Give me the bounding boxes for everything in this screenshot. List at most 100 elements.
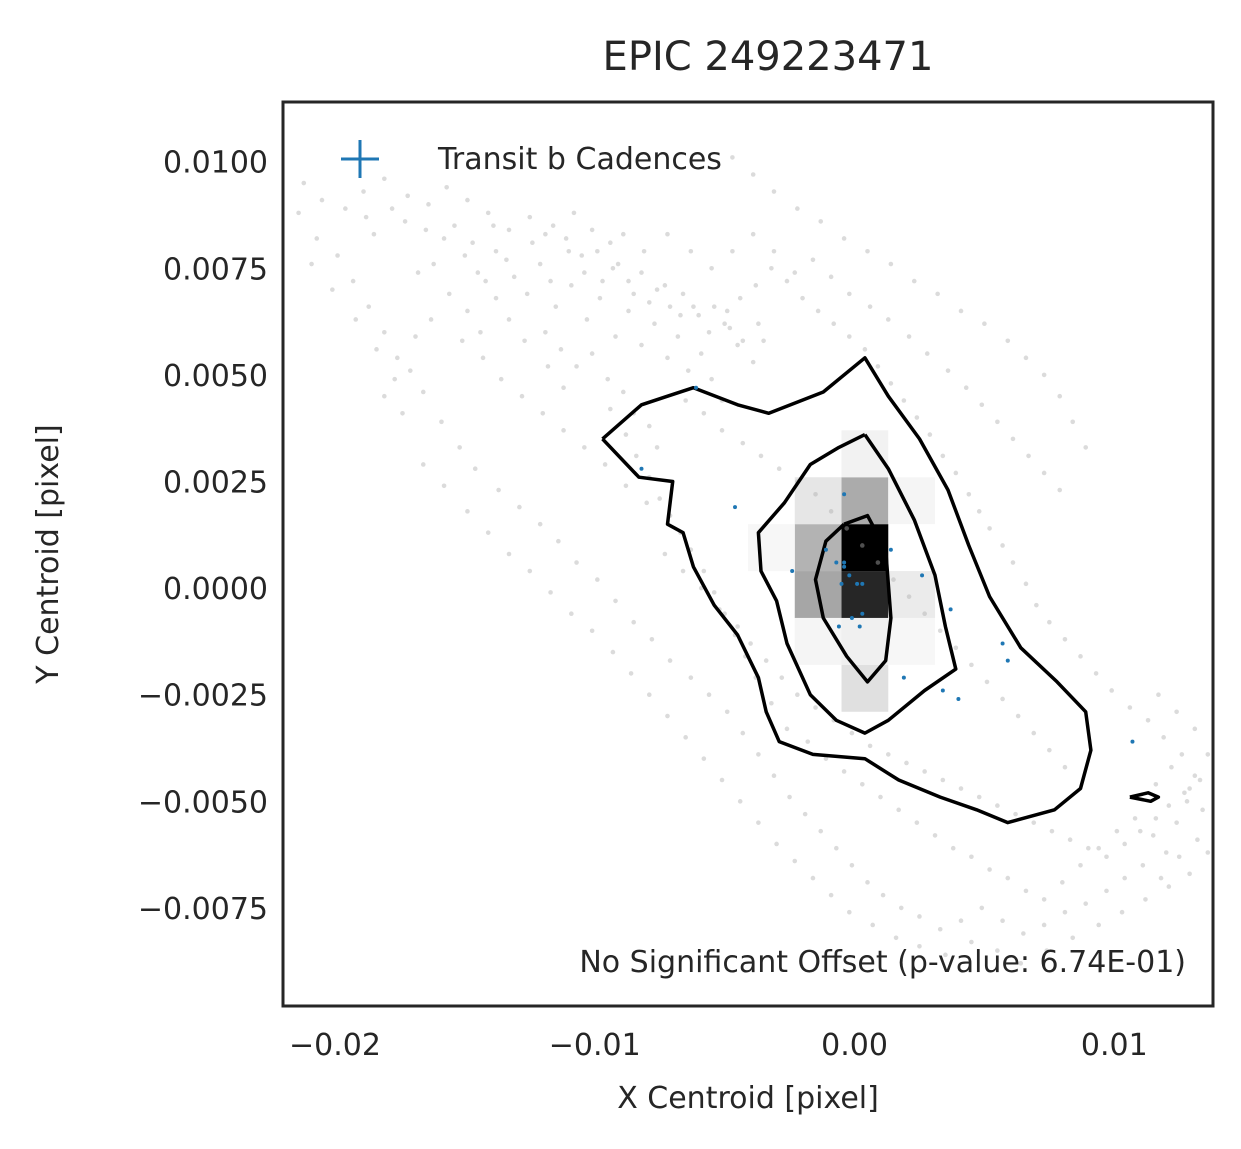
background-point bbox=[566, 248, 572, 254]
background-point bbox=[633, 453, 639, 459]
transit-point bbox=[849, 615, 854, 620]
background-point bbox=[937, 628, 943, 634]
background-point bbox=[579, 253, 585, 258]
background-point bbox=[462, 253, 468, 258]
background-point bbox=[680, 568, 686, 574]
density-contours bbox=[601, 356, 1161, 825]
background-point bbox=[737, 799, 743, 804]
background-point bbox=[1174, 709, 1179, 715]
background-point bbox=[506, 317, 512, 322]
background-point bbox=[1070, 419, 1076, 425]
background-point bbox=[678, 312, 683, 318]
background-point bbox=[888, 381, 894, 386]
background-point bbox=[878, 794, 883, 800]
plot-area bbox=[296, 155, 1211, 966]
background-point bbox=[1013, 811, 1018, 817]
background-point bbox=[893, 935, 899, 941]
background-point bbox=[737, 295, 743, 301]
background-point bbox=[1041, 470, 1047, 476]
background-point bbox=[600, 278, 605, 284]
background-point bbox=[1023, 355, 1029, 361]
background-point bbox=[644, 500, 649, 506]
background-point bbox=[657, 496, 662, 501]
background-point bbox=[485, 530, 491, 535]
background-point bbox=[724, 709, 730, 715]
background-point bbox=[366, 304, 372, 309]
background-point bbox=[901, 398, 907, 403]
background-point bbox=[465, 308, 470, 314]
background-point bbox=[374, 347, 379, 352]
background-point bbox=[441, 483, 447, 489]
background-point bbox=[722, 321, 727, 327]
background-point bbox=[771, 189, 777, 194]
background-point bbox=[639, 270, 644, 275]
background-point bbox=[784, 726, 790, 732]
background-point bbox=[841, 236, 847, 241]
background-point bbox=[623, 432, 629, 437]
background-point bbox=[506, 227, 512, 233]
background-point bbox=[595, 577, 600, 582]
background-point bbox=[735, 624, 740, 629]
background-point bbox=[654, 445, 660, 450]
background-point bbox=[810, 257, 816, 263]
transit-point bbox=[1005, 658, 1010, 663]
y-tick-label: 0.0075 bbox=[163, 252, 268, 287]
transit-point bbox=[1000, 641, 1005, 646]
transit-point bbox=[842, 492, 847, 497]
background-point bbox=[1057, 393, 1063, 399]
background-point bbox=[870, 922, 875, 928]
contour-line-0 bbox=[601, 356, 1093, 825]
background-point bbox=[330, 287, 335, 292]
background-point bbox=[1049, 828, 1055, 834]
y-tick-label: 0.0100 bbox=[163, 146, 268, 181]
background-point bbox=[1192, 773, 1198, 779]
background-point bbox=[426, 202, 431, 207]
background-point bbox=[584, 317, 590, 322]
background-point bbox=[1143, 897, 1148, 902]
background-point bbox=[847, 334, 852, 339]
background-point bbox=[491, 223, 496, 228]
background-point bbox=[301, 180, 307, 186]
background-point bbox=[995, 419, 1000, 425]
background-point bbox=[1000, 696, 1005, 702]
background-point bbox=[537, 261, 543, 267]
background-point bbox=[465, 197, 470, 203]
transit-point bbox=[857, 624, 862, 629]
background-point bbox=[537, 521, 543, 527]
background-point bbox=[1119, 909, 1125, 915]
background-point bbox=[818, 828, 824, 834]
background-point bbox=[984, 679, 990, 685]
background-point bbox=[701, 756, 707, 761]
background-point bbox=[750, 359, 756, 365]
background-point bbox=[1205, 752, 1211, 757]
background-point bbox=[917, 914, 922, 919]
background-point bbox=[654, 287, 660, 292]
background-point bbox=[446, 291, 452, 297]
histogram-cell-13 bbox=[888, 617, 936, 665]
transit-point bbox=[790, 569, 795, 574]
background-point bbox=[405, 193, 410, 199]
background-point bbox=[750, 172, 756, 177]
background-point bbox=[1205, 850, 1211, 855]
background-point bbox=[548, 278, 553, 284]
x-tick-label: 0.01 bbox=[1081, 1028, 1148, 1063]
background-point bbox=[1070, 935, 1076, 941]
background-point bbox=[763, 658, 769, 663]
background-point bbox=[1005, 875, 1011, 881]
background-point bbox=[828, 892, 834, 898]
background-point bbox=[953, 645, 959, 651]
background-point bbox=[444, 184, 449, 190]
background-point bbox=[1057, 487, 1063, 493]
background-point bbox=[623, 483, 629, 489]
background-cadences bbox=[296, 155, 1211, 966]
background-point bbox=[987, 867, 992, 872]
histogram-cell-12 bbox=[748, 524, 795, 572]
background-point bbox=[1067, 837, 1073, 842]
histogram-cell-10 bbox=[841, 430, 889, 478]
background-point bbox=[556, 538, 561, 544]
background-point bbox=[382, 393, 387, 399]
background-point bbox=[880, 892, 886, 898]
background-point bbox=[958, 308, 964, 314]
background-point bbox=[685, 368, 691, 373]
